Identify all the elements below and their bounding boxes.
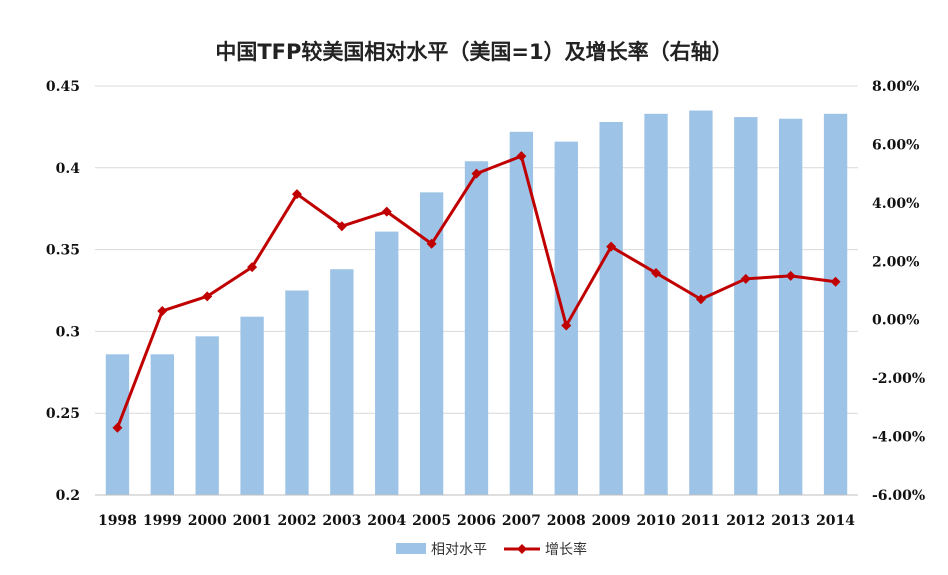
x-tick-label: 2013 — [771, 513, 810, 529]
right-tick-label: -6.00% — [872, 488, 925, 504]
x-tick-label: 2005 — [412, 513, 451, 529]
x-tick-label: 2004 — [367, 513, 406, 529]
growth-point — [785, 270, 796, 281]
x-tick-label: 1999 — [143, 513, 182, 529]
bar — [599, 121, 623, 495]
bar — [330, 269, 354, 495]
x-tick-label: 2011 — [681, 513, 720, 529]
bar — [554, 141, 578, 495]
bar — [419, 192, 444, 495]
right-tick-label: 2.00% — [872, 254, 919, 270]
growth-point — [112, 422, 123, 433]
right-tick-label: 0.00% — [872, 313, 919, 329]
growth-point — [202, 291, 213, 302]
legend-label-bar: 相对水平 — [431, 542, 487, 558]
left-tick-label: 0.2 — [56, 488, 80, 504]
left-tick-label: 0.35 — [46, 243, 80, 259]
right-tick-label: 4.00% — [872, 196, 919, 212]
x-tick-label: 2007 — [502, 513, 541, 529]
bar — [464, 161, 489, 496]
bar — [779, 118, 803, 495]
growth-point — [381, 206, 392, 217]
x-tick-label: 2014 — [816, 513, 855, 529]
growth-point — [426, 238, 437, 249]
bar — [734, 117, 758, 496]
left-tick-label: 0.25 — [46, 406, 80, 422]
bar — [823, 113, 848, 495]
bar — [509, 131, 534, 496]
x-tick-label: 2009 — [592, 513, 631, 529]
left-tick-label: 0.45 — [46, 79, 80, 95]
x-tick-label: 2002 — [277, 513, 316, 529]
left-tick-label: 0.3 — [56, 324, 80, 340]
x-tick-label: 2012 — [726, 513, 765, 529]
right-tick-label: 6.00% — [872, 137, 919, 153]
x-tick-label: 2000 — [188, 513, 227, 529]
growth-point — [830, 276, 841, 287]
bar — [150, 354, 174, 495]
growth-point — [516, 151, 527, 162]
x-tick-label: 2010 — [637, 513, 676, 529]
legend-label-line: 增长率 — [545, 541, 587, 558]
growth-point — [651, 267, 662, 278]
x-tick-label: 2008 — [547, 513, 586, 529]
legend-swatch-marker — [517, 544, 527, 554]
growth-point — [471, 168, 482, 179]
bar — [644, 113, 668, 495]
growth-point — [740, 273, 751, 284]
right-tick-label: -2.00% — [872, 371, 925, 387]
growth-point — [291, 189, 302, 200]
growth-point — [247, 262, 258, 273]
bar — [195, 336, 219, 495]
bar — [285, 290, 309, 495]
bar — [375, 231, 399, 495]
x-tick-label: 2001 — [233, 513, 272, 529]
growth-point — [336, 221, 347, 232]
growth-point — [606, 241, 617, 252]
x-tick-label: 1998 — [98, 513, 137, 529]
growth-point — [157, 305, 168, 316]
right-tick-label: 8.00% — [872, 79, 919, 95]
chart-title: 中国TFP较美国相对水平（美国=1）及增长率（右轴） — [215, 40, 733, 64]
growth-point — [695, 294, 706, 305]
x-tick-label: 2006 — [457, 513, 496, 529]
growth-point — [561, 320, 572, 331]
bar — [240, 316, 264, 495]
x-tick-label: 2003 — [322, 513, 361, 529]
legend-swatch-bar — [396, 543, 426, 554]
right-tick-label: -4.00% — [872, 430, 925, 446]
left-tick-label: 0.4 — [56, 161, 81, 177]
